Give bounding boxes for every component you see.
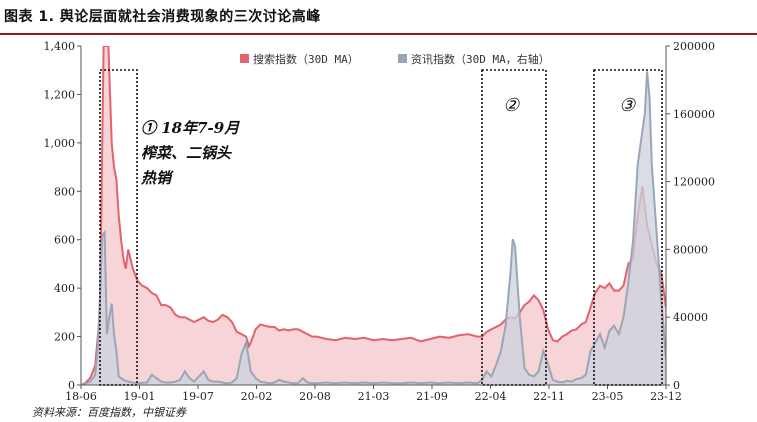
x-tick-label: 20-02 — [241, 390, 273, 403]
x-tick-label: 19-07 — [182, 390, 214, 403]
y-right-tick-label: 160000 — [673, 108, 715, 121]
x-tick-label: 23-05 — [592, 390, 624, 403]
x-tick-label: 22-04 — [475, 390, 507, 403]
y-right-tick-label: 40000 — [673, 311, 708, 324]
y-left-tick-label: 1,400 — [44, 40, 76, 53]
y-left-tick-label: 1,200 — [44, 88, 76, 101]
x-tick-label: 21-09 — [416, 390, 448, 403]
y-right-tick-label: 80000 — [673, 243, 708, 256]
annotation-box-2 — [481, 69, 547, 386]
legend-news-label: 资讯指数（30D MA，右轴） — [411, 52, 550, 66]
annotation-1-line-1: ① 18年7-9月 — [141, 119, 240, 137]
legend-search-label: 搜索指数（30D MA） — [253, 52, 359, 66]
search-index-line — [81, 46, 666, 385]
annotation-2-label: ② — [503, 95, 520, 116]
x-tick-label: 20-08 — [299, 390, 331, 403]
search-index-area — [81, 46, 666, 385]
x-tick-label: 21-03 — [358, 390, 390, 403]
y-right-tick-label: 120000 — [673, 176, 715, 189]
x-tick-label: 19-01 — [124, 390, 156, 403]
y-left-tick-label: 600 — [54, 234, 75, 247]
legend-search-swatch — [240, 54, 249, 63]
y-left-tick-label: 200 — [54, 331, 75, 344]
news-index-area — [81, 71, 666, 385]
y-left-tick-label: 1,000 — [44, 137, 76, 150]
x-tick-label: 22-11 — [533, 390, 565, 403]
y-left-tick-label: 400 — [54, 282, 75, 295]
annotation-1-line-2: 榨菜、二锅头 — [141, 144, 232, 162]
y-right-tick-label: 0 — [673, 379, 680, 392]
chart-title: 图表 1. 舆论层面就社会消费现象的三次讨论高峰 — [4, 9, 321, 25]
x-tick-label: 18-06 — [65, 390, 97, 403]
y-right-tick-label: 200000 — [673, 40, 715, 53]
annotation-3-label: ③ — [619, 95, 636, 116]
annotation-1-line-3: 热销 — [140, 169, 174, 187]
y-left-tick-label: 800 — [54, 185, 75, 198]
x-tick-label: 23-12 — [650, 390, 682, 403]
legend-news-swatch — [398, 54, 407, 63]
source-note: 资料来源：百度指数，中银证券 — [32, 406, 186, 419]
news-index-line — [81, 71, 666, 385]
y-left-tick-label: 0 — [68, 379, 75, 392]
annotation-box-3 — [593, 69, 663, 386]
title-rule — [0, 33, 757, 35]
